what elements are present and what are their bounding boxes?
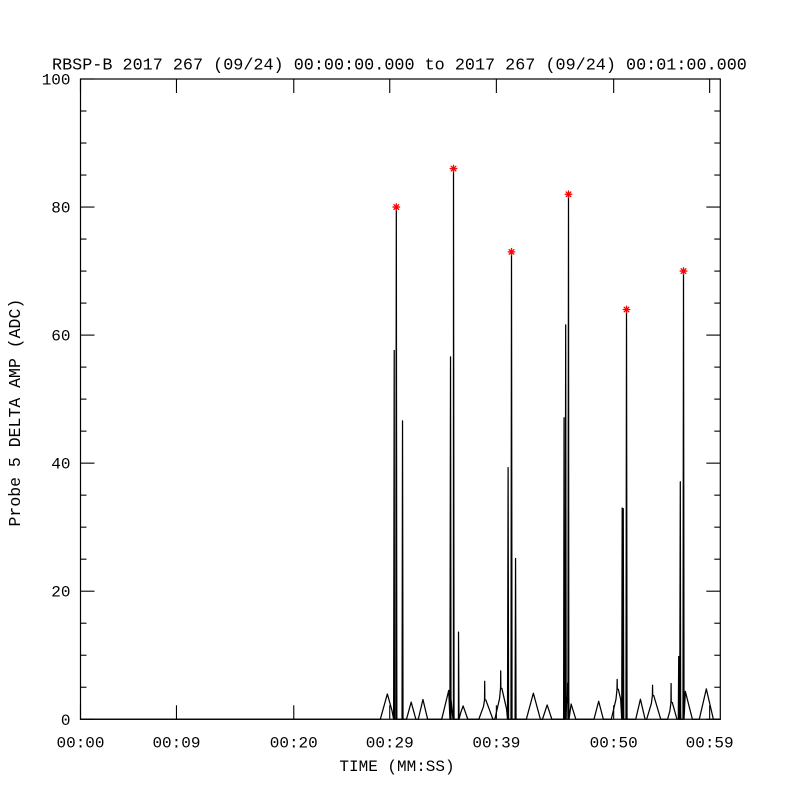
svg-text:0: 0 xyxy=(61,712,71,730)
svg-text:00:29: 00:29 xyxy=(366,734,414,752)
svg-text:TIME (MM:SS): TIME (MM:SS) xyxy=(339,758,454,776)
svg-text:00:09: 00:09 xyxy=(152,734,200,752)
svg-text:20: 20 xyxy=(51,584,70,602)
svg-text:Probe 5 DELTA AMP (ADC): Probe 5 DELTA AMP (ADC) xyxy=(6,299,25,527)
svg-text:00:39: 00:39 xyxy=(472,734,520,752)
svg-text:00:50: 00:50 xyxy=(590,734,638,752)
svg-text:RBSP-B 2017 267 (09/24) 00:00:: RBSP-B 2017 267 (09/24) 00:00:00.000 to … xyxy=(52,57,747,76)
svg-text:00:59: 00:59 xyxy=(686,734,734,752)
svg-text:40: 40 xyxy=(51,456,70,474)
svg-text:00:00: 00:00 xyxy=(56,734,104,752)
svg-text:100: 100 xyxy=(42,72,71,90)
svg-text:80: 80 xyxy=(51,200,70,218)
svg-text:00:20: 00:20 xyxy=(270,734,318,752)
svg-text:60: 60 xyxy=(51,328,70,346)
